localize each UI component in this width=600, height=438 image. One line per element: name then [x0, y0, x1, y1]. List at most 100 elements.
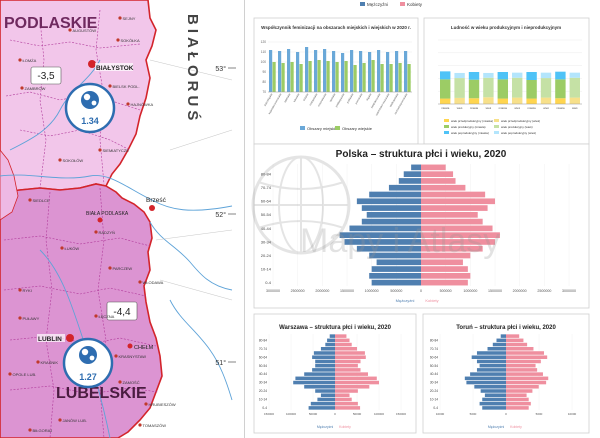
chart-title: Polska – struktura płci i wieku, 2020: [336, 149, 507, 160]
bar: [362, 63, 366, 92]
town-dot: [94, 314, 98, 318]
x-tick-label: 0: [505, 412, 507, 416]
legend-text-male: Mężczyźni: [367, 2, 388, 7]
city-chelm[interactable]: CHEŁM: [127, 343, 154, 352]
bar-female: [421, 218, 483, 225]
x-tick-label: 100000: [286, 412, 296, 416]
bar-female: [421, 245, 483, 252]
y-tick-label: 70-74: [430, 347, 438, 351]
bar-male: [356, 245, 421, 252]
bar-female: [335, 342, 352, 347]
bar-male: [411, 164, 421, 171]
town-label: ŁOMŻA: [23, 58, 37, 63]
town-markers: SEJNY AUGUSTÓW SOKÓŁKA ŁOMŻA ZAMBRÓW BIELSK P…: [8, 16, 176, 433]
bar: [368, 52, 372, 92]
x-tick-label: 10000: [568, 412, 577, 416]
region-title-podlaskie: PODLASKIE: [4, 15, 98, 32]
town-label: SOKÓŁKA: [121, 38, 140, 43]
bar-male: [310, 401, 335, 406]
rivers: [0, 59, 233, 438]
town-dot: [126, 102, 130, 106]
town-label: ZAMBRÓW: [25, 86, 46, 91]
town-label: ŁUKÓW: [65, 246, 80, 251]
y-tick-label: 30-34: [430, 381, 438, 385]
panel-age-groups: Ludność w wieku produkcyjnym i nieproduk…: [423, 17, 590, 145]
bar: [353, 65, 357, 92]
bar-segment: [483, 77, 494, 98]
chart-title: Toruń – struktura płci i wieku, 2020: [456, 325, 556, 331]
bar-male: [312, 355, 335, 359]
bar-male: [371, 279, 421, 286]
city-biala-podlaska[interactable]: BIAŁA PODLASKA: [86, 211, 129, 223]
x-tick-label: miasta: [441, 106, 450, 110]
x-tick-label: 1000000: [463, 289, 477, 293]
bar-female: [506, 334, 520, 338]
bar-female: [335, 389, 358, 393]
town-label: HAJNÓWKA: [131, 102, 154, 107]
town-dot: [8, 372, 12, 376]
y-tick-label: 80: [262, 80, 266, 84]
svg-text:-4,4: -4,4: [113, 307, 131, 318]
bar-female: [421, 191, 486, 198]
y-tick-label: 0-4: [262, 406, 267, 410]
bar-male: [476, 368, 506, 372]
y-tick-label: 70: [262, 90, 266, 94]
bar-male: [320, 393, 335, 397]
svg-text:wiek przedprodukcyjny (wieś): wiek przedprodukcyjny (wieś): [501, 119, 540, 123]
x-tick-label: mazowieckie: [316, 92, 327, 107]
bar: [323, 49, 327, 92]
x-tick-label: opolskie: [328, 92, 337, 103]
lubelskie-region[interactable]: [0, 183, 163, 438]
town-dot: [114, 354, 118, 358]
bar: [314, 50, 318, 92]
bar-female: [421, 205, 488, 211]
x-tick-label: lubuskie: [292, 92, 301, 103]
bar: [308, 61, 312, 92]
y-tick-label: 60-64: [430, 355, 438, 359]
x-tick-label: 150000: [264, 412, 274, 416]
y-tick-label: 110: [261, 50, 266, 54]
bar-male: [369, 252, 421, 259]
bar-female: [335, 397, 352, 402]
bar-male: [317, 397, 335, 402]
bar: [335, 62, 339, 92]
bar-male: [327, 338, 335, 343]
bar-female: [421, 232, 500, 239]
city-lublin[interactable]: LUBLIN: [37, 334, 74, 343]
bar-segment: [569, 77, 580, 98]
city-brzesc[interactable]: Brześć: [146, 197, 167, 211]
svg-text:wiek poprodukcyjny (wieś): wiek poprodukcyjny (wieś): [501, 131, 536, 135]
y-tick-label: 20-24: [259, 389, 267, 393]
bar-segment: [454, 78, 465, 98]
map-area: 53° 52° 51° PODLASKIE LUBELSKIE BIAŁORUŚ…: [0, 0, 236, 438]
y-tick-label: 20-24: [261, 253, 272, 258]
city-bialystok[interactable]: BIAŁYSTOK: [88, 60, 134, 72]
town-label: ZAMOŚĆ: [123, 380, 140, 385]
feminization-chart: 708090100110120dolnośląskiekujawsko-pomo…: [261, 40, 412, 116]
bar-male: [295, 376, 335, 381]
x-tick-label: 150000: [396, 412, 406, 416]
svg-text:Brześć: Brześć: [146, 197, 167, 204]
svg-text:wiek produkcyjny (wieś): wiek produkcyjny (wieś): [501, 125, 533, 129]
x-tick-label: wieś: [543, 106, 549, 110]
bar-female: [421, 225, 493, 232]
bar-segment: [468, 79, 480, 99]
bar-female: [506, 380, 547, 385]
bar-female: [335, 359, 361, 364]
bar-segment: [569, 72, 580, 78]
y-tick-label: 40-44: [261, 226, 272, 231]
bar-male: [466, 380, 506, 385]
bar-female: [421, 279, 468, 286]
bar-female: [506, 376, 549, 381]
bar: [359, 51, 363, 92]
bar-female: [506, 342, 528, 347]
y-tick-label: 10-14: [261, 266, 272, 271]
legend-text-male: Mężczyźni: [488, 425, 505, 429]
torun-pyramid-chart: 10000 5000 0 5000 10000 0-4 10-14 20-24 30-34 40-…: [430, 334, 577, 416]
x-tick-label: 0: [334, 412, 336, 416]
svg-text:wiek produkcyjny (miasta): wiek produkcyjny (miasta): [451, 125, 486, 129]
bar-male: [464, 376, 506, 381]
bar-male: [344, 239, 421, 245]
bar: [296, 52, 300, 92]
